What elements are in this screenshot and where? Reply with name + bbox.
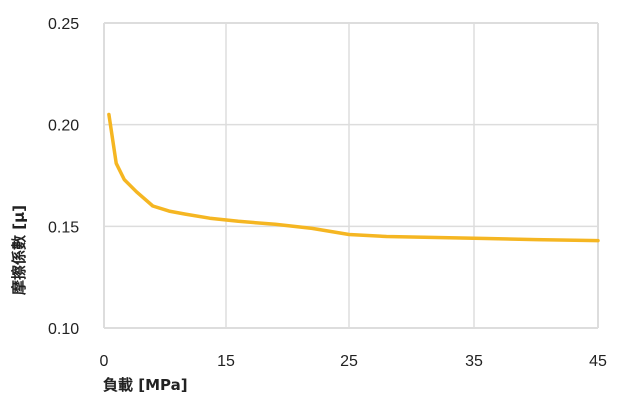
x-tick-label: 15 (217, 353, 235, 370)
friction-curve (107, 112, 600, 243)
x-axis-label: 負載 [MPa] (103, 376, 188, 394)
y-tick-label: 0.25 (48, 16, 79, 33)
x-tick-label: 25 (340, 353, 358, 370)
x-tick-label: 45 (589, 353, 607, 370)
y-tick-label: 0.20 (48, 118, 79, 135)
series-layer (107, 112, 600, 243)
x-tick-label: 0 (100, 353, 109, 370)
y-tick-label: 0.15 (48, 219, 79, 236)
y-axis-label: 摩擦係數 [μ] (10, 205, 28, 295)
tick-labels: 0.10 0.15 0.20 0.25 0 15 25 35 45 (48, 16, 607, 370)
x-tick-label: 35 (465, 353, 483, 370)
gridlines (103, 22, 599, 329)
y-tick-label: 0.10 (48, 321, 79, 338)
